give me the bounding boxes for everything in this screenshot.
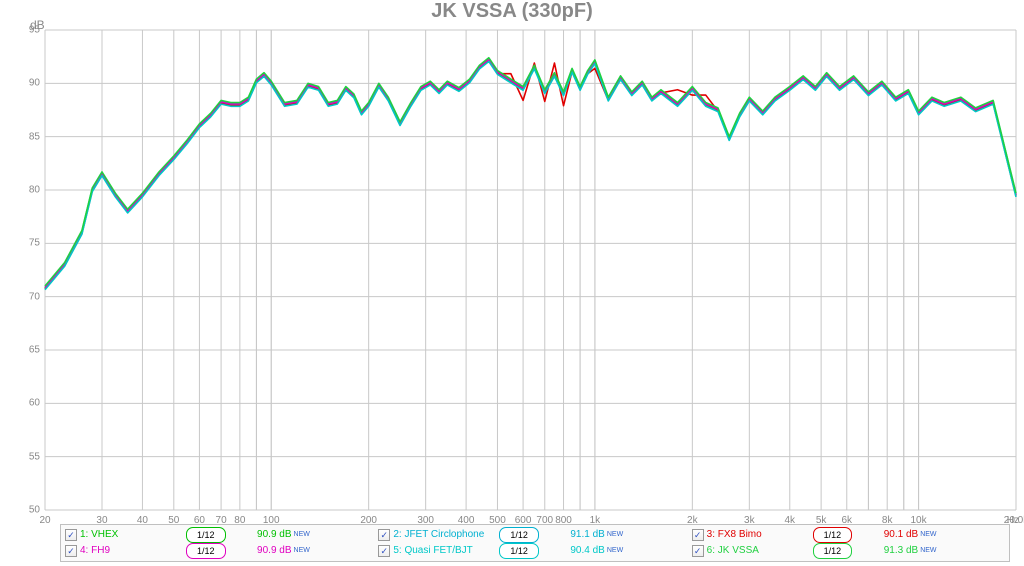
y-tick-label: 70 [12, 291, 40, 302]
legend-checkbox[interactable]: ✓ [692, 545, 704, 557]
legend-series-name: 2: JFET Circlophone [393, 528, 493, 542]
y-tick-label: 75 [12, 238, 40, 249]
legend-new-tag: NEW [920, 544, 936, 558]
plot-svg [0, 0, 1024, 566]
y-tick-label: 85 [12, 131, 40, 142]
legend-new-tag: NEW [294, 544, 310, 558]
legend-db-value: 90.9 dB [242, 544, 292, 558]
y-tick-label: 50 [12, 505, 40, 516]
legend-smoothing-pill[interactable]: 1/12 [813, 543, 853, 559]
legend-smoothing-pill[interactable]: 1/12 [499, 527, 539, 543]
legend-checkbox[interactable]: ✓ [378, 529, 390, 541]
legend-item[interactable]: ✓4: FH9 1/12 90.9 dBNEW [65, 543, 378, 559]
y-tick-label: 65 [12, 345, 40, 356]
legend-item[interactable]: ✓5: Quasi FET/BJT 1/12 90.4 dBNEW [378, 543, 691, 559]
legend-item[interactable]: ✓3: FX8 Bimo 1/12 90.1 dBNEW [692, 527, 1005, 543]
legend-row: ✓1: VHEX1/1290.9 dBNEW✓2: JFET Circlopho… [65, 527, 1005, 543]
legend-new-tag: NEW [607, 528, 623, 542]
grid [45, 30, 1016, 510]
legend-row: ✓4: FH91/1290.9 dBNEW✓5: Quasi FET/BJT1/… [65, 543, 1005, 559]
legend-new-tag: NEW [294, 528, 310, 542]
series-line-5 [45, 61, 1016, 289]
legend-smoothing-pill[interactable]: 1/12 [186, 527, 226, 543]
legend-db-value: 91.1 dB [555, 528, 605, 542]
y-tick-label: 90 [12, 78, 40, 89]
legend-checkbox[interactable]: ✓ [65, 529, 77, 541]
legend-db-value: 90.9 dB [242, 528, 292, 542]
y-tick-label: 80 [12, 185, 40, 196]
legend-checkbox[interactable]: ✓ [692, 529, 704, 541]
legend-series-name: 5: Quasi FET/BJT [393, 544, 493, 558]
frequency-response-chart: JK VSSA (330pF) dB 50556065707580859095 … [0, 0, 1024, 566]
legend: ✓1: VHEX1/1290.9 dBNEW✓2: JFET Circlopho… [60, 524, 1010, 562]
legend-item[interactable]: ✓1: VHEX 1/12 90.9 dBNEW [65, 527, 378, 543]
legend-smoothing-pill[interactable]: 1/12 [186, 543, 226, 559]
legend-series-name: 6: JK VSSA [707, 544, 807, 558]
legend-item[interactable]: ✓2: JFET Circlophone 1/12 91.1 dBNEW [378, 527, 691, 543]
legend-db-value: 90.4 dB [555, 544, 605, 558]
y-tick-label: 60 [12, 398, 40, 409]
series-line-3 [45, 61, 1016, 289]
legend-checkbox[interactable]: ✓ [65, 545, 77, 557]
legend-series-name: 4: FH9 [80, 544, 180, 558]
legend-smoothing-pill[interactable]: 1/12 [499, 543, 539, 559]
legend-new-tag: NEW [607, 544, 623, 558]
legend-item[interactable]: ✓6: JK VSSA 1/12 91.3 dBNEW [692, 543, 1005, 559]
y-tick-label: 95 [12, 25, 40, 36]
curves [45, 58, 1016, 290]
legend-checkbox[interactable]: ✓ [378, 545, 390, 557]
y-tick-label: 55 [12, 451, 40, 462]
legend-new-tag: NEW [920, 528, 936, 542]
x-tick-label: 20 [39, 515, 50, 526]
legend-series-name: 1: VHEX [80, 528, 180, 542]
legend-smoothing-pill[interactable]: 1/12 [813, 527, 853, 543]
legend-series-name: 3: FX8 Bimo [707, 528, 807, 542]
legend-db-value: 91.3 dB [868, 544, 918, 558]
legend-db-value: 90.1 dB [868, 528, 918, 542]
